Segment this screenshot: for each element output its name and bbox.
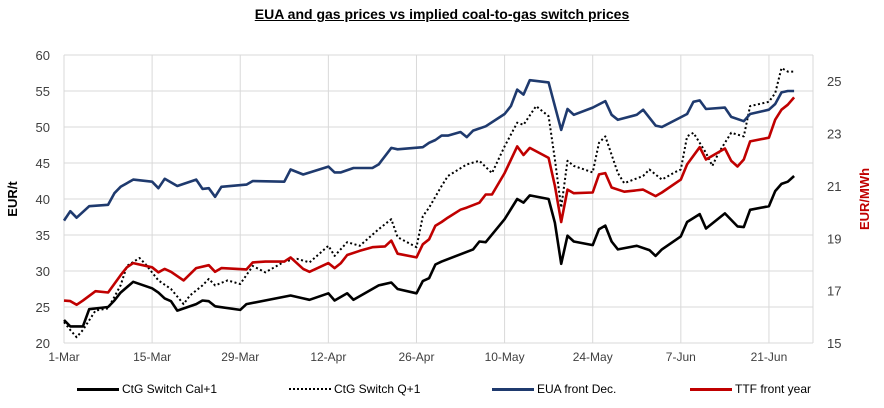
x-tick-label: 7-Jun — [666, 350, 696, 364]
legend-swatch — [492, 387, 534, 391]
right-tick-label: 25 — [827, 74, 841, 89]
x-tick-label: 21-Jun — [751, 350, 788, 364]
right-tick-label: 23 — [827, 127, 841, 142]
left-axis-ticks: 20 25 30 35 40 45 50 55 60 — [36, 48, 50, 351]
left-tick-label: 20 — [36, 336, 50, 351]
right-tick-label: 15 — [827, 336, 841, 351]
right-axis-label: EUR/MWh — [857, 168, 872, 230]
series-line-ctg-switch-q-1 — [63, 67, 795, 339]
left-axis-label: EUR/t — [5, 181, 20, 217]
series-line-eua-front-dec — [62, 78, 795, 222]
right-tick-label: 21 — [827, 179, 841, 194]
right-tick-label: 19 — [827, 231, 841, 246]
left-tick-label: 35 — [36, 228, 50, 243]
x-tick-label: 1-Mar — [48, 350, 79, 364]
x-tick-label: 26-Apr — [398, 350, 434, 364]
legend: CtG Switch Cal+1 CtG Switch Q+1 EUA fron… — [0, 380, 884, 398]
x-tick-label: 10-May — [485, 350, 525, 364]
right-axis-ticks: 15 17 19 21 23 25 — [827, 74, 841, 351]
x-axis-ticks: 1-Mar 15-Mar 29-Mar 12-Apr 26-Apr 10-May 24-Ma… — [48, 350, 787, 364]
x-tick-label: 24-May — [573, 350, 613, 364]
legend-item-eua: EUA front Dec. — [492, 380, 616, 398]
series-lines — [62, 67, 796, 339]
legend-label: CtG Switch Q+1 — [334, 382, 421, 396]
legend-item-ctg-q: CtG Switch Q+1 — [289, 380, 420, 398]
series-line-ttf-front-year — [63, 96, 796, 307]
legend-label: TTF front year — [735, 382, 812, 396]
legend-label: CtG Switch Cal+1 — [122, 382, 218, 396]
left-tick-label: 40 — [36, 192, 50, 207]
legend-item-ctg-cal: CtG Switch Cal+1 — [77, 380, 217, 398]
left-tick-label: 55 — [36, 84, 50, 99]
right-tick-label: 17 — [827, 284, 841, 299]
legend-swatch — [690, 387, 732, 391]
left-tick-label: 45 — [36, 156, 50, 171]
legend-swatch — [77, 387, 119, 391]
legend-item-ttf: TTF front year — [690, 380, 811, 398]
x-tick-label: 29-Mar — [221, 350, 259, 364]
gridlines — [63, 54, 814, 344]
x-tick-label: 15-Mar — [133, 350, 171, 364]
x-tick-label: 12-Apr — [310, 350, 346, 364]
legend-label: EUA front Dec. — [537, 382, 617, 396]
series-line-ctg-switch-cal-1 — [63, 175, 795, 328]
chart-title: EUA and gas prices vs implied coal-to-ga… — [254, 6, 630, 22]
left-tick-label: 25 — [36, 300, 50, 315]
left-tick-label: 60 — [36, 48, 50, 63]
left-tick-label: 50 — [36, 120, 50, 135]
legend-swatch — [289, 388, 331, 390]
left-tick-label: 30 — [36, 264, 50, 279]
